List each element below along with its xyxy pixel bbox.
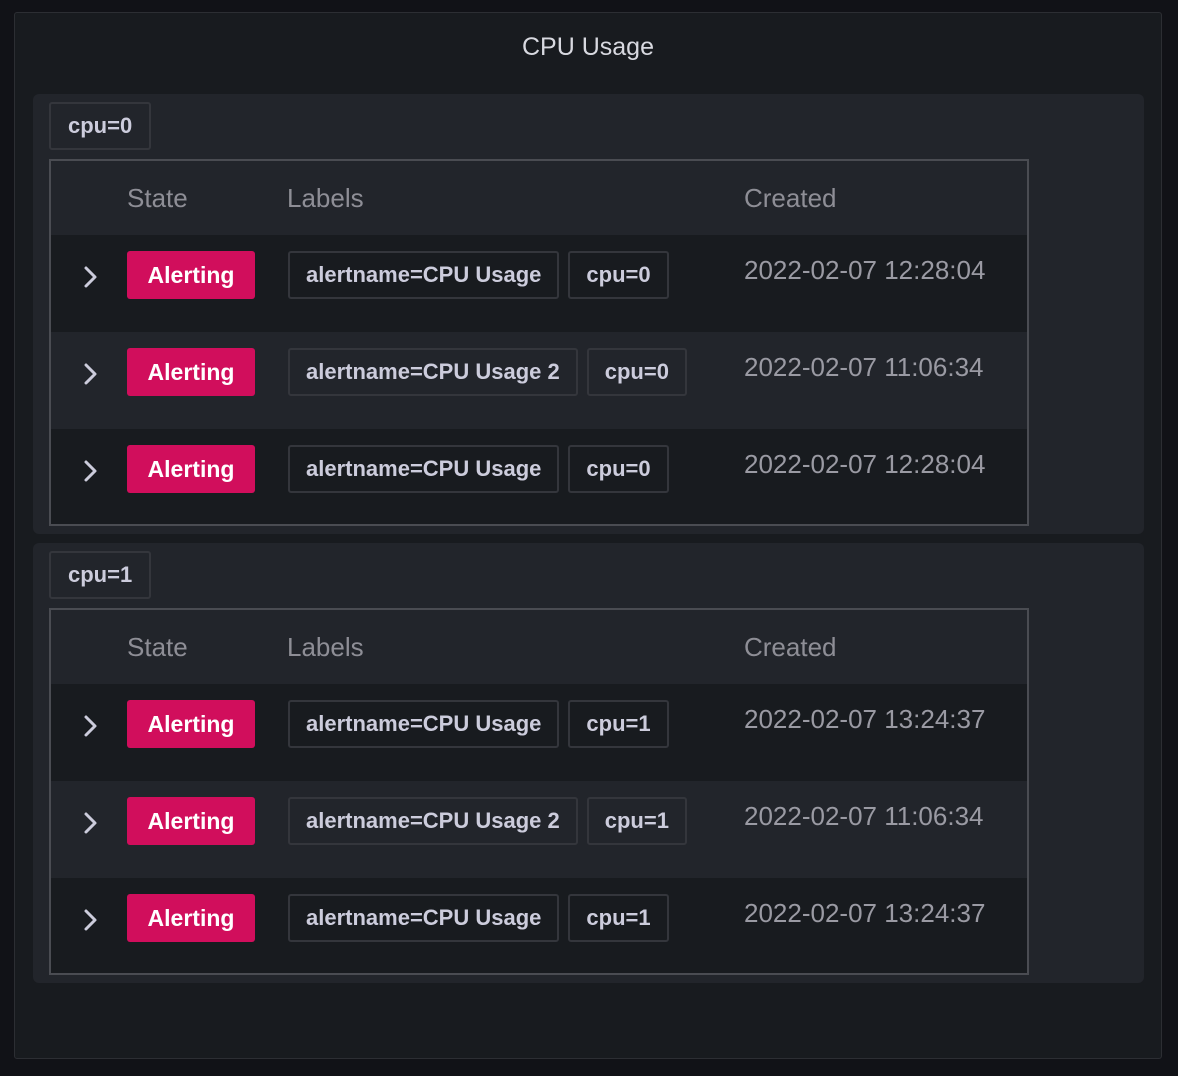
column-header-state: State bbox=[127, 632, 188, 662]
chevron-right-icon[interactable] bbox=[81, 459, 101, 483]
state-badge: Alerting bbox=[127, 797, 255, 845]
column-header-labels: Labels bbox=[287, 632, 364, 662]
created-timestamp: 2022-02-07 12:28:04 bbox=[744, 255, 986, 285]
labels-list: alertname=CPU Usage cpu=0 bbox=[288, 445, 669, 493]
created-timestamp: 2022-02-07 12:28:04 bbox=[744, 449, 986, 479]
created-timestamp: 2022-02-07 13:24:37 bbox=[744, 898, 986, 928]
group-label: cpu=1 bbox=[49, 551, 152, 599]
label-tag: alertname=CPU Usage bbox=[288, 700, 560, 748]
labels-list: alertname=CPU Usage cpu=1 bbox=[288, 700, 669, 748]
table-row: Alerting alertname=CPU Usage cpu=0 2022-0… bbox=[51, 235, 1027, 332]
column-header-created: Created bbox=[744, 183, 837, 213]
chevron-right-icon[interactable] bbox=[81, 908, 101, 932]
labels-list: alertname=CPU Usage cpu=0 bbox=[288, 251, 669, 299]
alert-group: cpu=0 State Labels Created Alerting aler… bbox=[33, 94, 1144, 534]
chevron-right-icon[interactable] bbox=[81, 265, 101, 289]
labels-list: alertname=CPU Usage cpu=1 bbox=[288, 894, 669, 942]
label-tag: alertname=CPU Usage 2 bbox=[288, 348, 578, 396]
labels-list: alertname=CPU Usage 2 cpu=1 bbox=[288, 797, 687, 845]
created-timestamp: 2022-02-07 11:06:34 bbox=[744, 352, 984, 382]
alert-table: State Labels Created Alerting alertname=… bbox=[49, 159, 1029, 526]
column-header-created: Created bbox=[744, 632, 837, 662]
alert-table: State Labels Created Alerting alertname=… bbox=[49, 608, 1029, 975]
label-tag: cpu=1 bbox=[568, 894, 669, 942]
panel-title: CPU Usage bbox=[522, 33, 654, 61]
chevron-right-icon[interactable] bbox=[81, 714, 101, 738]
alert-group: cpu=1 State Labels Created Alerting aler… bbox=[33, 543, 1144, 983]
state-badge: Alerting bbox=[127, 700, 255, 748]
created-timestamp: 2022-02-07 13:24:37 bbox=[744, 704, 986, 734]
group-label: cpu=0 bbox=[49, 102, 152, 150]
chevron-right-icon[interactable] bbox=[81, 811, 101, 835]
state-badge: Alerting bbox=[127, 348, 255, 396]
label-tag: alertname=CPU Usage 2 bbox=[288, 797, 578, 845]
label-tag: cpu=0 bbox=[586, 348, 687, 396]
table-row: Alerting alertname=CPU Usage 2 cpu=1 2022… bbox=[51, 781, 1027, 878]
label-tag: alertname=CPU Usage bbox=[288, 445, 560, 493]
state-badge: Alerting bbox=[127, 894, 255, 942]
label-tag: cpu=0 bbox=[568, 445, 669, 493]
table-row: Alerting alertname=CPU Usage cpu=1 2022-0… bbox=[51, 878, 1027, 973]
label-tag: cpu=0 bbox=[568, 251, 669, 299]
table-row: Alerting alertname=CPU Usage 2 cpu=0 2022… bbox=[51, 332, 1027, 429]
label-tag: cpu=1 bbox=[568, 700, 669, 748]
column-header-labels: Labels bbox=[287, 183, 364, 213]
alert-list-panel: CPU Usage cpu=0 State Labels Created Ale… bbox=[14, 12, 1162, 1059]
label-tag: alertname=CPU Usage bbox=[288, 894, 560, 942]
labels-list: alertname=CPU Usage 2 cpu=0 bbox=[288, 348, 687, 396]
table-row: Alerting alertname=CPU Usage cpu=1 2022-0… bbox=[51, 684, 1027, 781]
label-tag: cpu=1 bbox=[586, 797, 687, 845]
chevron-right-icon[interactable] bbox=[81, 362, 101, 386]
table-header: State Labels Created bbox=[51, 610, 1027, 684]
state-badge: Alerting bbox=[127, 251, 255, 299]
column-header-state: State bbox=[127, 183, 188, 213]
created-timestamp: 2022-02-07 11:06:34 bbox=[744, 801, 984, 831]
label-tag: alertname=CPU Usage bbox=[288, 251, 560, 299]
table-header: State Labels Created bbox=[51, 161, 1027, 235]
state-badge: Alerting bbox=[127, 445, 255, 493]
table-row: Alerting alertname=CPU Usage cpu=0 2022-0… bbox=[51, 429, 1027, 524]
